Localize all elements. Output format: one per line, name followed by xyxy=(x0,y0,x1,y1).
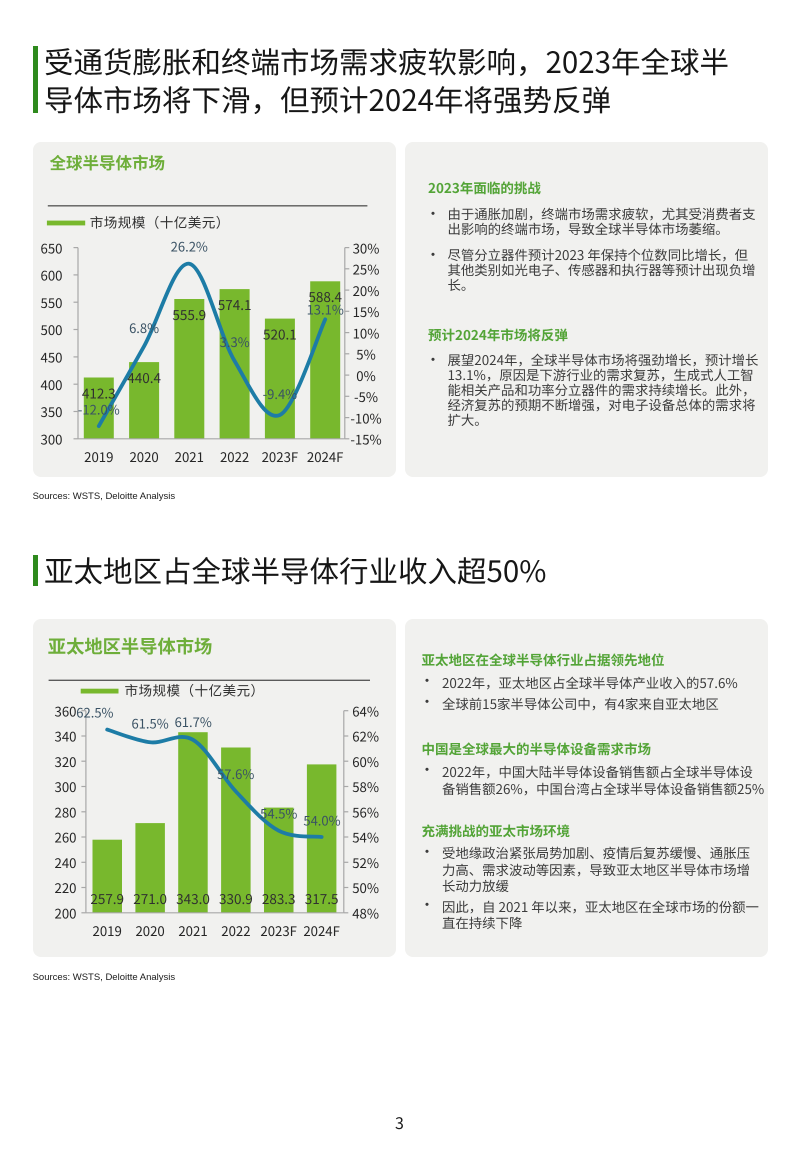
svg-text:2023F: 2023F xyxy=(260,921,297,940)
svg-text:-9.4%: -9.4% xyxy=(263,384,298,403)
svg-text:48%: 48% xyxy=(352,904,379,923)
svg-text:2022: 2022 xyxy=(221,921,250,940)
svg-text:54.0%: 54.0% xyxy=(303,811,340,830)
svg-text:650: 650 xyxy=(41,238,63,257)
svg-text:2023F: 2023F xyxy=(262,447,299,466)
svg-text:3.3%: 3.3% xyxy=(220,332,250,351)
svg-text:240: 240 xyxy=(55,853,77,872)
svg-text:520.1: 520.1 xyxy=(263,323,297,343)
svg-text:343.0: 343.0 xyxy=(176,888,210,908)
svg-text:57.6%: 57.6% xyxy=(217,764,254,783)
svg-text:26.2%: 26.2% xyxy=(171,237,208,256)
svg-text:2020: 2020 xyxy=(135,921,164,940)
svg-text:5%: 5% xyxy=(356,345,375,364)
svg-text:2019: 2019 xyxy=(93,921,122,940)
svg-text:330.9: 330.9 xyxy=(219,888,253,908)
svg-text:市场规模（十亿美元）: 市场规模（十亿美元） xyxy=(90,212,230,232)
svg-text:400: 400 xyxy=(41,375,63,394)
svg-text:283.3: 283.3 xyxy=(262,888,296,908)
svg-text:61.5%: 61.5% xyxy=(131,713,168,732)
svg-text:-12.0%: -12.0% xyxy=(78,400,120,419)
svg-text:350: 350 xyxy=(41,402,63,421)
svg-text:15%: 15% xyxy=(353,302,380,321)
svg-text:30%: 30% xyxy=(353,238,380,257)
svg-text:54%: 54% xyxy=(352,828,379,847)
svg-text:市场规模（十亿美元）: 市场规模（十亿美元） xyxy=(125,680,265,700)
svg-text:260: 260 xyxy=(55,828,77,847)
svg-text:-15%: -15% xyxy=(350,430,381,449)
svg-text:360: 360 xyxy=(55,701,77,720)
svg-text:52%: 52% xyxy=(352,853,379,872)
svg-text:440.4: 440.4 xyxy=(127,367,161,387)
svg-text:-5%: -5% xyxy=(354,387,378,406)
svg-text:58%: 58% xyxy=(352,777,379,796)
svg-text:2021: 2021 xyxy=(178,921,207,940)
svg-text:10%: 10% xyxy=(353,323,380,342)
svg-text:54.5%: 54.5% xyxy=(260,804,297,823)
svg-text:317.5: 317.5 xyxy=(305,888,339,908)
svg-text:412.3: 412.3 xyxy=(82,382,116,402)
svg-text:2024F: 2024F xyxy=(307,447,344,466)
svg-text:300: 300 xyxy=(41,430,63,449)
svg-text:574.1: 574.1 xyxy=(218,294,252,314)
svg-text:60%: 60% xyxy=(352,752,379,771)
svg-text:550: 550 xyxy=(41,293,63,312)
svg-text:64%: 64% xyxy=(352,701,379,720)
svg-text:62.5%: 62.5% xyxy=(76,702,113,721)
svg-text:50%: 50% xyxy=(352,878,379,897)
svg-text:340: 340 xyxy=(55,727,77,746)
svg-text:2021: 2021 xyxy=(175,447,204,466)
svg-text:25%: 25% xyxy=(353,260,380,279)
svg-text:61.7%: 61.7% xyxy=(175,712,212,731)
svg-text:200: 200 xyxy=(55,904,77,923)
svg-text:2022: 2022 xyxy=(220,447,249,466)
svg-text:20%: 20% xyxy=(353,281,380,300)
svg-text:2024F: 2024F xyxy=(303,921,340,940)
svg-text:320: 320 xyxy=(55,752,77,771)
svg-text:450: 450 xyxy=(41,348,63,367)
svg-text:6.8%: 6.8% xyxy=(129,318,159,337)
svg-text:500: 500 xyxy=(41,320,63,339)
svg-text:600: 600 xyxy=(41,266,63,285)
svg-text:-10%: -10% xyxy=(350,408,381,427)
svg-text:13.1%: 13.1% xyxy=(307,300,344,319)
svg-text:588.4: 588.4 xyxy=(308,286,342,306)
svg-text:257.9: 257.9 xyxy=(90,888,124,908)
svg-text:280: 280 xyxy=(55,803,77,822)
svg-text:0%: 0% xyxy=(356,366,375,385)
svg-text:220: 220 xyxy=(55,878,77,897)
svg-text:271.0: 271.0 xyxy=(133,888,167,908)
svg-text:2020: 2020 xyxy=(129,447,158,466)
svg-text:300: 300 xyxy=(55,777,77,796)
svg-text:56%: 56% xyxy=(352,803,379,822)
svg-text:2019: 2019 xyxy=(84,447,113,466)
svg-text:555.9: 555.9 xyxy=(172,304,206,324)
svg-text:62%: 62% xyxy=(352,727,379,746)
